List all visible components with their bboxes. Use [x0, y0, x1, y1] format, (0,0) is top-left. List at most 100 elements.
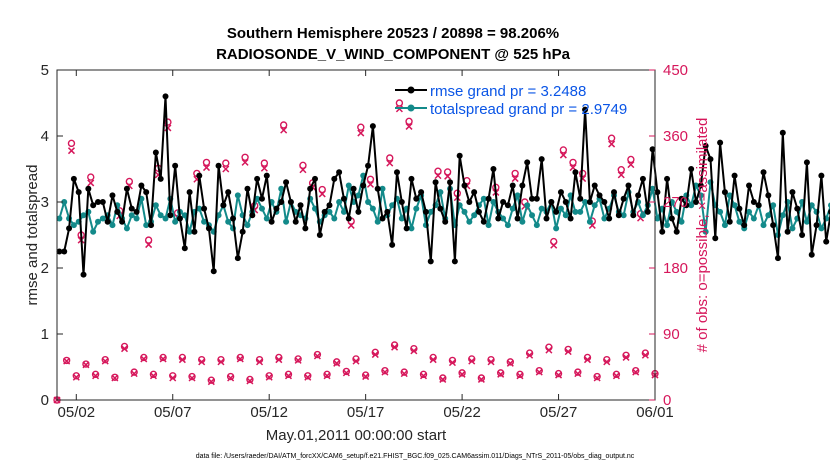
totalspread-point — [582, 199, 589, 205]
totalspread-point — [818, 225, 825, 232]
obs-possible-marker — [284, 370, 293, 379]
totalspread-point — [437, 189, 444, 196]
totalspread-point — [509, 205, 516, 212]
obs-assimilated-marker — [487, 358, 495, 366]
rmse-point — [596, 192, 603, 199]
obs-possible-marker — [318, 185, 326, 194]
obs-possible-marker — [632, 366, 640, 375]
obs-assimilated-marker — [202, 164, 211, 172]
rmse-point — [726, 218, 733, 225]
left-axis-label: rmse and totalspread — [24, 165, 41, 306]
obs-possible-marker — [87, 173, 95, 181]
obs-assimilated-marker — [265, 373, 273, 381]
obs-assimilated-marker — [603, 358, 611, 366]
x-axis-ticks: 05/02 05/07 05/12 05/17 05/22 05/27 06/01 — [58, 70, 674, 421]
obs-assimilated-marker — [386, 159, 394, 167]
totalspread-point — [572, 208, 579, 215]
obs-assimilated-marker — [419, 372, 428, 380]
rmse-point — [668, 215, 675, 222]
rmse-point — [263, 172, 270, 179]
obs-possible-marker — [554, 369, 563, 378]
obs-assimilated-marker — [593, 374, 601, 382]
obs-assimilated-marker — [434, 172, 442, 180]
totalspread-point — [688, 202, 695, 209]
rmse-point — [239, 228, 246, 235]
obs-assimilated-marker — [188, 374, 196, 382]
totalspread-point — [538, 205, 545, 212]
obs-possible-marker — [236, 353, 244, 362]
totalspread-point — [408, 225, 415, 232]
right-axis-label: # of obs: o=possible; ×=assimilated — [694, 118, 711, 353]
totalspread-point — [808, 202, 815, 209]
obs-possible-marker — [574, 368, 582, 376]
obs-assimilated-marker — [400, 370, 408, 378]
rmse-point — [408, 175, 415, 182]
right-tick-label: 450 — [663, 62, 688, 79]
obs-assimilated-marker — [236, 355, 244, 363]
rmse-point — [649, 146, 656, 153]
rmse-point — [162, 93, 169, 100]
rmse-point — [114, 208, 121, 215]
rmse-point — [813, 222, 820, 229]
obs-assimilated-marker — [299, 166, 307, 174]
rmse-point — [287, 199, 294, 205]
obs-possible-marker — [333, 358, 341, 366]
rmse-point — [389, 241, 396, 248]
totalspread-point — [196, 205, 203, 212]
totalspread-point — [152, 202, 159, 209]
rmse-point — [721, 189, 728, 196]
totalspread-point — [721, 222, 728, 229]
rmse-point — [104, 218, 111, 225]
rmse-point — [611, 189, 618, 196]
obs-assimilated-marker — [222, 165, 230, 173]
totalspread-point — [244, 222, 251, 229]
rmse-point — [731, 172, 738, 179]
left-tick-label: 4 — [41, 128, 49, 145]
obs-possible-marker — [400, 368, 408, 376]
rmse-point — [66, 225, 73, 232]
rmse-point — [398, 199, 405, 205]
rmse-point — [774, 255, 781, 262]
rmse-point — [201, 205, 208, 212]
left-tick-label: 2 — [41, 260, 49, 277]
rmse-point — [244, 185, 251, 192]
totalspread-point — [461, 208, 468, 215]
obs-possible-marker — [357, 123, 365, 131]
plot-frame — [56, 69, 656, 401]
totalspread-point — [519, 218, 526, 225]
rmse-point — [340, 195, 347, 202]
obs-possible-marker — [439, 374, 447, 382]
totalspread-point — [162, 215, 169, 222]
rmse-point — [172, 162, 179, 169]
obs-assimilated-marker — [391, 343, 399, 351]
rmse-point — [297, 202, 304, 209]
totalspread-point — [500, 215, 507, 222]
rmse-point — [181, 245, 188, 252]
rmse-point — [157, 175, 164, 182]
obs-assimilated-marker — [169, 374, 177, 382]
rmse-point — [692, 199, 699, 205]
rmse-point — [620, 195, 627, 202]
obs-assimilated-marker — [564, 348, 572, 356]
rmse-point — [249, 212, 256, 219]
obs-possible-marker — [101, 355, 109, 364]
rmse-point — [529, 195, 536, 202]
totalspread-point — [225, 218, 232, 225]
rmse-point — [746, 182, 753, 189]
rmse-point — [678, 195, 685, 202]
rmse-point — [784, 228, 791, 235]
totalspread-point — [731, 202, 738, 209]
obs-possible-marker — [188, 372, 196, 381]
obs-possible-marker — [202, 158, 211, 167]
obs-possible-marker — [226, 372, 235, 381]
obs-assimilated-marker — [275, 356, 283, 364]
rmse-point — [176, 215, 183, 222]
obs-assimilated-marker — [342, 369, 350, 377]
legend-rmse-label: rmse grand pr = 3.2488 — [430, 83, 586, 100]
obs-assimilated-marker — [217, 358, 225, 366]
rmse-point — [220, 202, 227, 209]
totalspread-point — [172, 218, 179, 225]
rmse-point — [422, 208, 429, 215]
obs-assimilated-marker — [323, 372, 331, 380]
